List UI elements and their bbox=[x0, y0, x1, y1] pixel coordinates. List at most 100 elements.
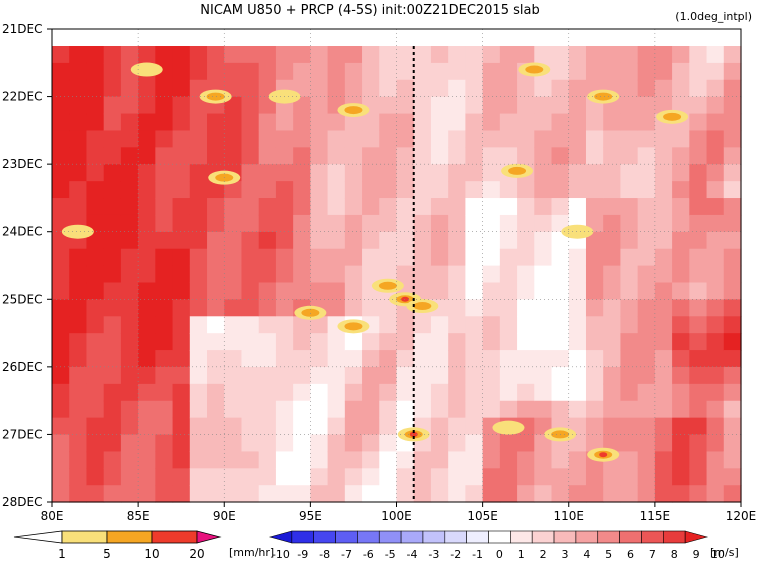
wind-cell bbox=[534, 147, 553, 165]
wind-cell bbox=[275, 214, 294, 233]
wind-cell bbox=[603, 350, 622, 368]
wind-cell bbox=[654, 130, 673, 148]
wind-cell bbox=[654, 316, 673, 334]
precip-colorbar: 1 5 10 20 [mm/hr] bbox=[13, 530, 274, 561]
wind-cell bbox=[672, 164, 690, 182]
wind-cell bbox=[534, 282, 553, 300]
wind-cell bbox=[258, 198, 277, 216]
precip-cell bbox=[508, 166, 527, 175]
y-tick-label: 27DEC bbox=[2, 427, 42, 441]
wind-cell bbox=[448, 46, 466, 64]
wind-cell bbox=[327, 113, 346, 132]
wind-cell bbox=[241, 46, 260, 64]
wind-colorbar-segment bbox=[268, 530, 293, 544]
wind-cell bbox=[517, 299, 535, 317]
wind-cell bbox=[396, 198, 415, 216]
wind-cell bbox=[413, 46, 432, 64]
wind-cell bbox=[499, 198, 518, 216]
wind-cell bbox=[706, 147, 725, 165]
wind-cell bbox=[103, 164, 122, 182]
wind-cell bbox=[534, 485, 553, 503]
wind-cell bbox=[69, 350, 88, 368]
wind-cell bbox=[534, 383, 553, 402]
wind-cell bbox=[689, 214, 708, 233]
wind-cell bbox=[172, 434, 191, 453]
wind-cell bbox=[465, 147, 484, 165]
wind-cell bbox=[430, 214, 449, 233]
wind-cell bbox=[275, 434, 294, 453]
wind-cell bbox=[482, 434, 501, 453]
wind-cell bbox=[379, 485, 398, 503]
wind-cell bbox=[448, 366, 466, 385]
wind-cell bbox=[241, 417, 260, 436]
wind-cell bbox=[706, 316, 725, 334]
wind-cell bbox=[69, 265, 88, 284]
wind-cell bbox=[207, 231, 225, 250]
wind-cell bbox=[706, 417, 725, 436]
wind-cell bbox=[534, 79, 553, 98]
wind-cell bbox=[138, 79, 156, 98]
wind-cell bbox=[310, 282, 329, 300]
wind-cell bbox=[344, 248, 363, 267]
wind-cell bbox=[551, 265, 570, 284]
wind-cell bbox=[120, 214, 139, 233]
wind-colorbar-segment bbox=[597, 530, 620, 544]
wind-cell bbox=[637, 46, 656, 64]
wind-cell bbox=[258, 62, 277, 81]
wind-cell bbox=[603, 113, 622, 132]
wind-cell bbox=[293, 451, 311, 469]
wind-cell bbox=[534, 214, 553, 233]
wind-cell bbox=[69, 333, 88, 351]
wind-colorbar-segment bbox=[553, 530, 577, 544]
wind-cell bbox=[362, 113, 380, 132]
wind-cell bbox=[430, 333, 449, 351]
wind-cell bbox=[120, 113, 139, 132]
wind-cell bbox=[344, 468, 363, 486]
wind-cell bbox=[706, 130, 725, 148]
wind-cell bbox=[138, 417, 156, 436]
wind-cell bbox=[379, 79, 398, 98]
wind-cell bbox=[551, 130, 570, 148]
precipitation-field bbox=[61, 62, 689, 462]
wind-cell bbox=[723, 46, 742, 64]
wind-cell bbox=[258, 485, 277, 503]
wind-cell bbox=[723, 198, 742, 216]
wind-cell bbox=[430, 468, 449, 486]
wind-cell bbox=[379, 214, 398, 233]
wind-cell bbox=[603, 333, 622, 351]
wind-cell bbox=[723, 333, 742, 351]
wind-cell bbox=[172, 468, 191, 486]
wind-colorbar-segment bbox=[444, 530, 467, 544]
wind-cell bbox=[413, 113, 432, 132]
wind-cell bbox=[52, 164, 70, 182]
wind-cell bbox=[723, 181, 742, 199]
wind-cell bbox=[396, 485, 415, 503]
wind-cell bbox=[637, 62, 656, 81]
wind-cell bbox=[482, 164, 501, 182]
wind-cell bbox=[689, 383, 708, 402]
wind-cell bbox=[430, 366, 449, 385]
wind-cell bbox=[52, 265, 70, 284]
wind-cell bbox=[448, 198, 466, 216]
wind-cell bbox=[465, 214, 484, 233]
wind-cell bbox=[258, 231, 277, 250]
wind-cell bbox=[689, 417, 708, 436]
wind-cell bbox=[482, 333, 501, 351]
wind-cell bbox=[241, 366, 260, 385]
wind-cell bbox=[482, 214, 501, 233]
wind-cell bbox=[654, 181, 673, 199]
wind-cell bbox=[207, 113, 225, 132]
wind-cell bbox=[327, 164, 346, 182]
wind-cell bbox=[138, 383, 156, 402]
wind-cell bbox=[379, 46, 398, 64]
wind-cell bbox=[465, 485, 484, 503]
wind-cell bbox=[551, 198, 570, 216]
wind-cell bbox=[585, 130, 604, 148]
wind-cell bbox=[120, 434, 139, 453]
wind-cell bbox=[413, 214, 432, 233]
wind-cell bbox=[551, 46, 570, 64]
wind-cell bbox=[258, 434, 277, 453]
wind-cell bbox=[672, 383, 690, 402]
wind-cell bbox=[172, 79, 191, 98]
wind-cell bbox=[499, 46, 518, 64]
